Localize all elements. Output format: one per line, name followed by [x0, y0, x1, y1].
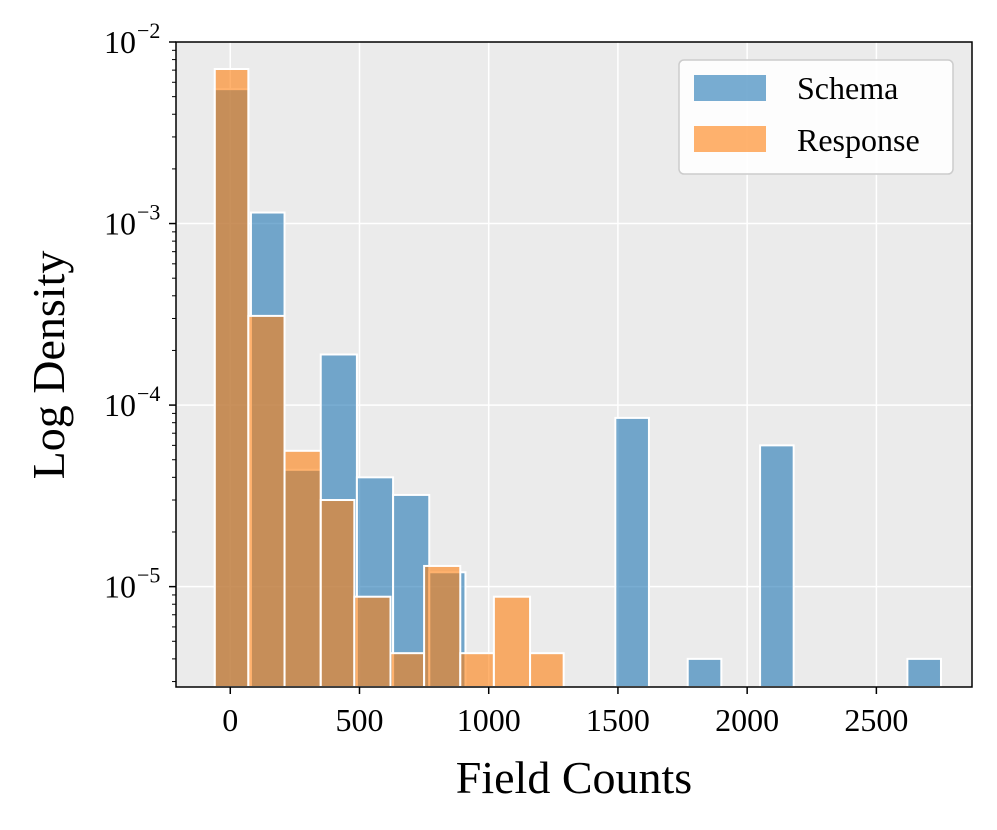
x-axis-label: Field Counts	[456, 752, 692, 803]
legend: Schema Response	[678, 59, 954, 175]
x-tick-label-4: 2000	[715, 702, 779, 738]
response-bar-2	[283, 449, 322, 689]
plot-frame	[175, 41, 973, 688]
response-bar-4	[353, 595, 392, 689]
y-tick-label-exp-1: −4	[137, 381, 160, 406]
y-tick-label-2: 10	[104, 206, 136, 242]
schema-bar-8	[686, 657, 723, 689]
legend-swatch-response	[694, 126, 766, 152]
histogram-bars	[213, 68, 942, 689]
x-tick-label-5: 2500	[844, 702, 908, 738]
y-axis-label: Log Density	[23, 251, 74, 480]
response-bar-8	[492, 595, 532, 689]
y-tick-label-1: 10	[104, 387, 136, 423]
response-bar-7	[459, 652, 495, 689]
response-bar-5	[389, 652, 426, 689]
x-tick-label-1: 500	[335, 702, 383, 738]
y-tick-label-exp-0: −5	[137, 563, 160, 588]
legend-swatch-schema	[694, 75, 766, 101]
response-bar-0	[213, 68, 250, 688]
schema-bar-9	[759, 444, 795, 688]
response-bar-3	[319, 499, 356, 688]
schema-bar-10	[906, 657, 942, 689]
schema-bar-7	[614, 416, 650, 688]
y-tick-label-3: 10	[104, 24, 136, 60]
response-bar-1	[247, 314, 286, 688]
y-tick-label-0: 10	[104, 569, 136, 605]
axis-ticks	[169, 41, 878, 694]
legend-label-schema: Schema	[797, 70, 898, 106]
x-tick-label-0: 0	[222, 702, 238, 738]
x-tick-label-2: 1000	[457, 702, 521, 738]
y-tick-label-exp-2: −3	[137, 200, 160, 225]
legend-label-response: Response	[797, 122, 920, 158]
response-bar-6	[423, 564, 462, 689]
response-bar-9	[529, 652, 565, 689]
y-tick-label-exp-3: −2	[137, 18, 160, 43]
x-tick-label-3: 1500	[586, 702, 650, 738]
